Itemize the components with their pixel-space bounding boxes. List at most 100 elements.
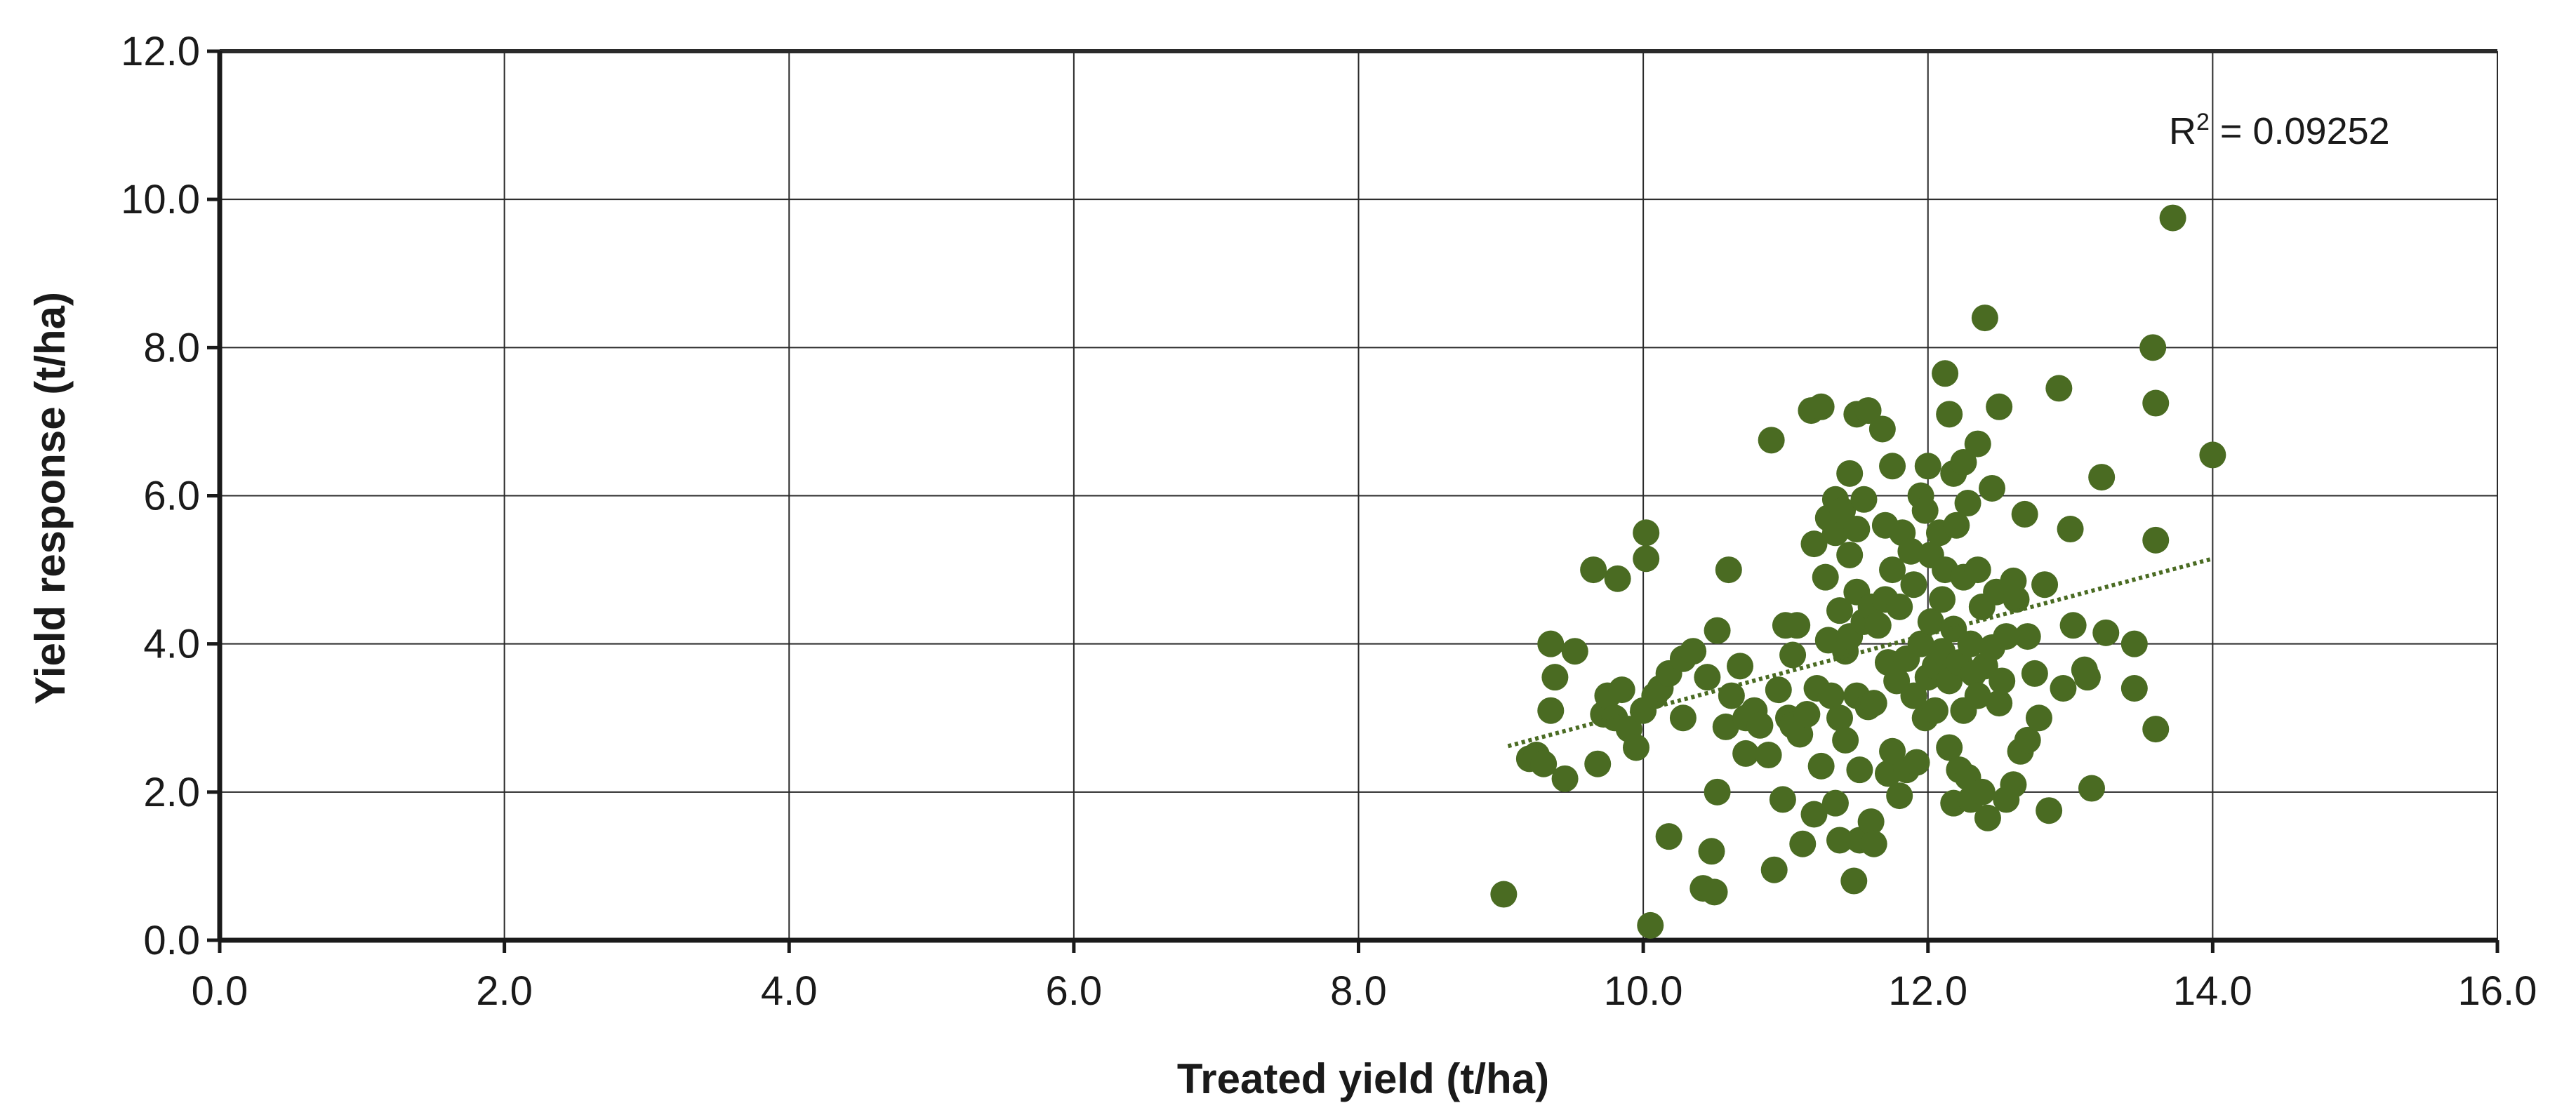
data-point	[1929, 586, 1956, 613]
x-tick-label: 14.0	[2173, 968, 2252, 1014]
data-point	[2014, 623, 2041, 650]
data-point	[2142, 526, 2170, 554]
data-point	[2057, 516, 2084, 543]
y-axis-ticks: 0.0 2.0 4.0 6.0 8.0 10.0 12.0	[121, 29, 220, 963]
data-point	[1584, 750, 1612, 777]
data-point	[1760, 856, 1788, 883]
data-point	[1886, 782, 1913, 810]
data-point	[2021, 660, 2048, 687]
data-point	[1879, 737, 1906, 765]
data-point	[1868, 415, 1896, 443]
data-point	[1857, 808, 1885, 836]
data-point	[1604, 565, 1631, 592]
data-point	[1633, 545, 1660, 573]
data-point	[1633, 519, 1660, 547]
data-point	[2000, 771, 2027, 798]
data-point	[1826, 827, 1854, 854]
data-point	[1836, 460, 1864, 487]
data-point	[1758, 427, 1785, 454]
data-point	[1821, 519, 1849, 547]
data-point	[1765, 676, 1792, 704]
x-tick-label: 0.0	[192, 968, 248, 1014]
data-point	[1655, 823, 1682, 850]
data-point	[1698, 838, 1725, 865]
data-point	[1637, 911, 1664, 939]
y-tick-label: 6.0	[143, 474, 200, 519]
r2-exponent: 2	[2196, 109, 2210, 135]
y-tick-label: 4.0	[143, 622, 200, 667]
data-point	[1779, 641, 1807, 669]
data-point	[1680, 638, 1707, 665]
data-point	[2092, 619, 2120, 646]
data-point	[2120, 630, 2148, 657]
data-point	[1541, 664, 1569, 691]
y-axis-title: Yield response (t/ha)	[27, 292, 74, 704]
data-point	[1879, 453, 1906, 480]
data-point	[1911, 497, 1939, 524]
data-point	[1950, 448, 1977, 476]
data-point	[1914, 453, 1941, 480]
data-point	[2120, 675, 2148, 702]
data-point	[1817, 682, 1845, 709]
data-point	[1879, 556, 1906, 584]
data-point	[2003, 586, 2030, 613]
r2-annotation: R2 = 0.09252	[2169, 109, 2390, 152]
data-point	[2199, 441, 2226, 469]
r2-value: = 0.09252	[2210, 110, 2390, 152]
x-tick-label: 8.0	[1330, 968, 1387, 1014]
data-point	[1900, 571, 1927, 599]
data-point	[1622, 734, 1649, 761]
data-point	[1986, 393, 2013, 420]
data-point	[1821, 789, 1849, 817]
data-point	[1530, 750, 1558, 777]
data-point	[1793, 700, 1821, 728]
x-axis-ticks: 0.0 2.0 4.0 6.0 8.0 10.0 12.0 14.0 16.0	[192, 940, 2537, 1014]
data-point	[1704, 617, 1731, 644]
data-point	[1718, 682, 1745, 709]
data-point	[1954, 490, 1981, 517]
data-point	[1727, 653, 1754, 680]
data-point	[1789, 830, 1817, 857]
data-point	[2088, 464, 2116, 491]
data-point	[2031, 571, 2059, 599]
data-point	[1832, 726, 1859, 754]
data-point	[2050, 675, 2077, 702]
data-points	[1490, 204, 2226, 939]
data-point	[1786, 721, 1814, 748]
data-point	[2014, 726, 2041, 754]
data-point	[1986, 690, 2013, 717]
data-point	[1537, 697, 1565, 724]
data-point	[1936, 401, 1963, 428]
data-point	[2025, 704, 2052, 732]
data-point	[1490, 881, 1518, 908]
data-point	[1936, 734, 1963, 761]
y-tick-label: 0.0	[143, 918, 200, 963]
data-point	[1812, 563, 1839, 591]
data-point	[1850, 486, 1878, 513]
data-point	[1561, 638, 1588, 665]
x-tick-label: 16.0	[2458, 968, 2537, 1014]
data-point	[1694, 664, 1721, 691]
data-point	[1974, 804, 2001, 831]
data-point	[2011, 500, 2038, 528]
x-axis-title: Treated yield (t/ha)	[1177, 1055, 1549, 1102]
data-point	[1746, 711, 1774, 739]
data-point	[1807, 752, 1835, 780]
r2-prefix: R	[2169, 110, 2196, 152]
data-point	[1537, 630, 1565, 657]
data-point	[1784, 612, 1811, 639]
data-point	[2139, 334, 2167, 361]
data-point	[1979, 474, 2006, 502]
data-point	[1701, 878, 1728, 906]
data-point	[1807, 393, 1835, 420]
x-tick-label: 10.0	[1604, 968, 1683, 1014]
data-point	[1826, 597, 1854, 624]
y-tick-label: 2.0	[143, 770, 200, 815]
data-point	[2142, 389, 2170, 417]
data-point	[1669, 704, 1697, 732]
x-tick-label: 4.0	[761, 968, 818, 1014]
data-point	[2078, 775, 2105, 802]
y-tick-label: 10.0	[121, 177, 200, 222]
data-point	[1903, 749, 1930, 776]
data-point	[1900, 682, 1927, 709]
